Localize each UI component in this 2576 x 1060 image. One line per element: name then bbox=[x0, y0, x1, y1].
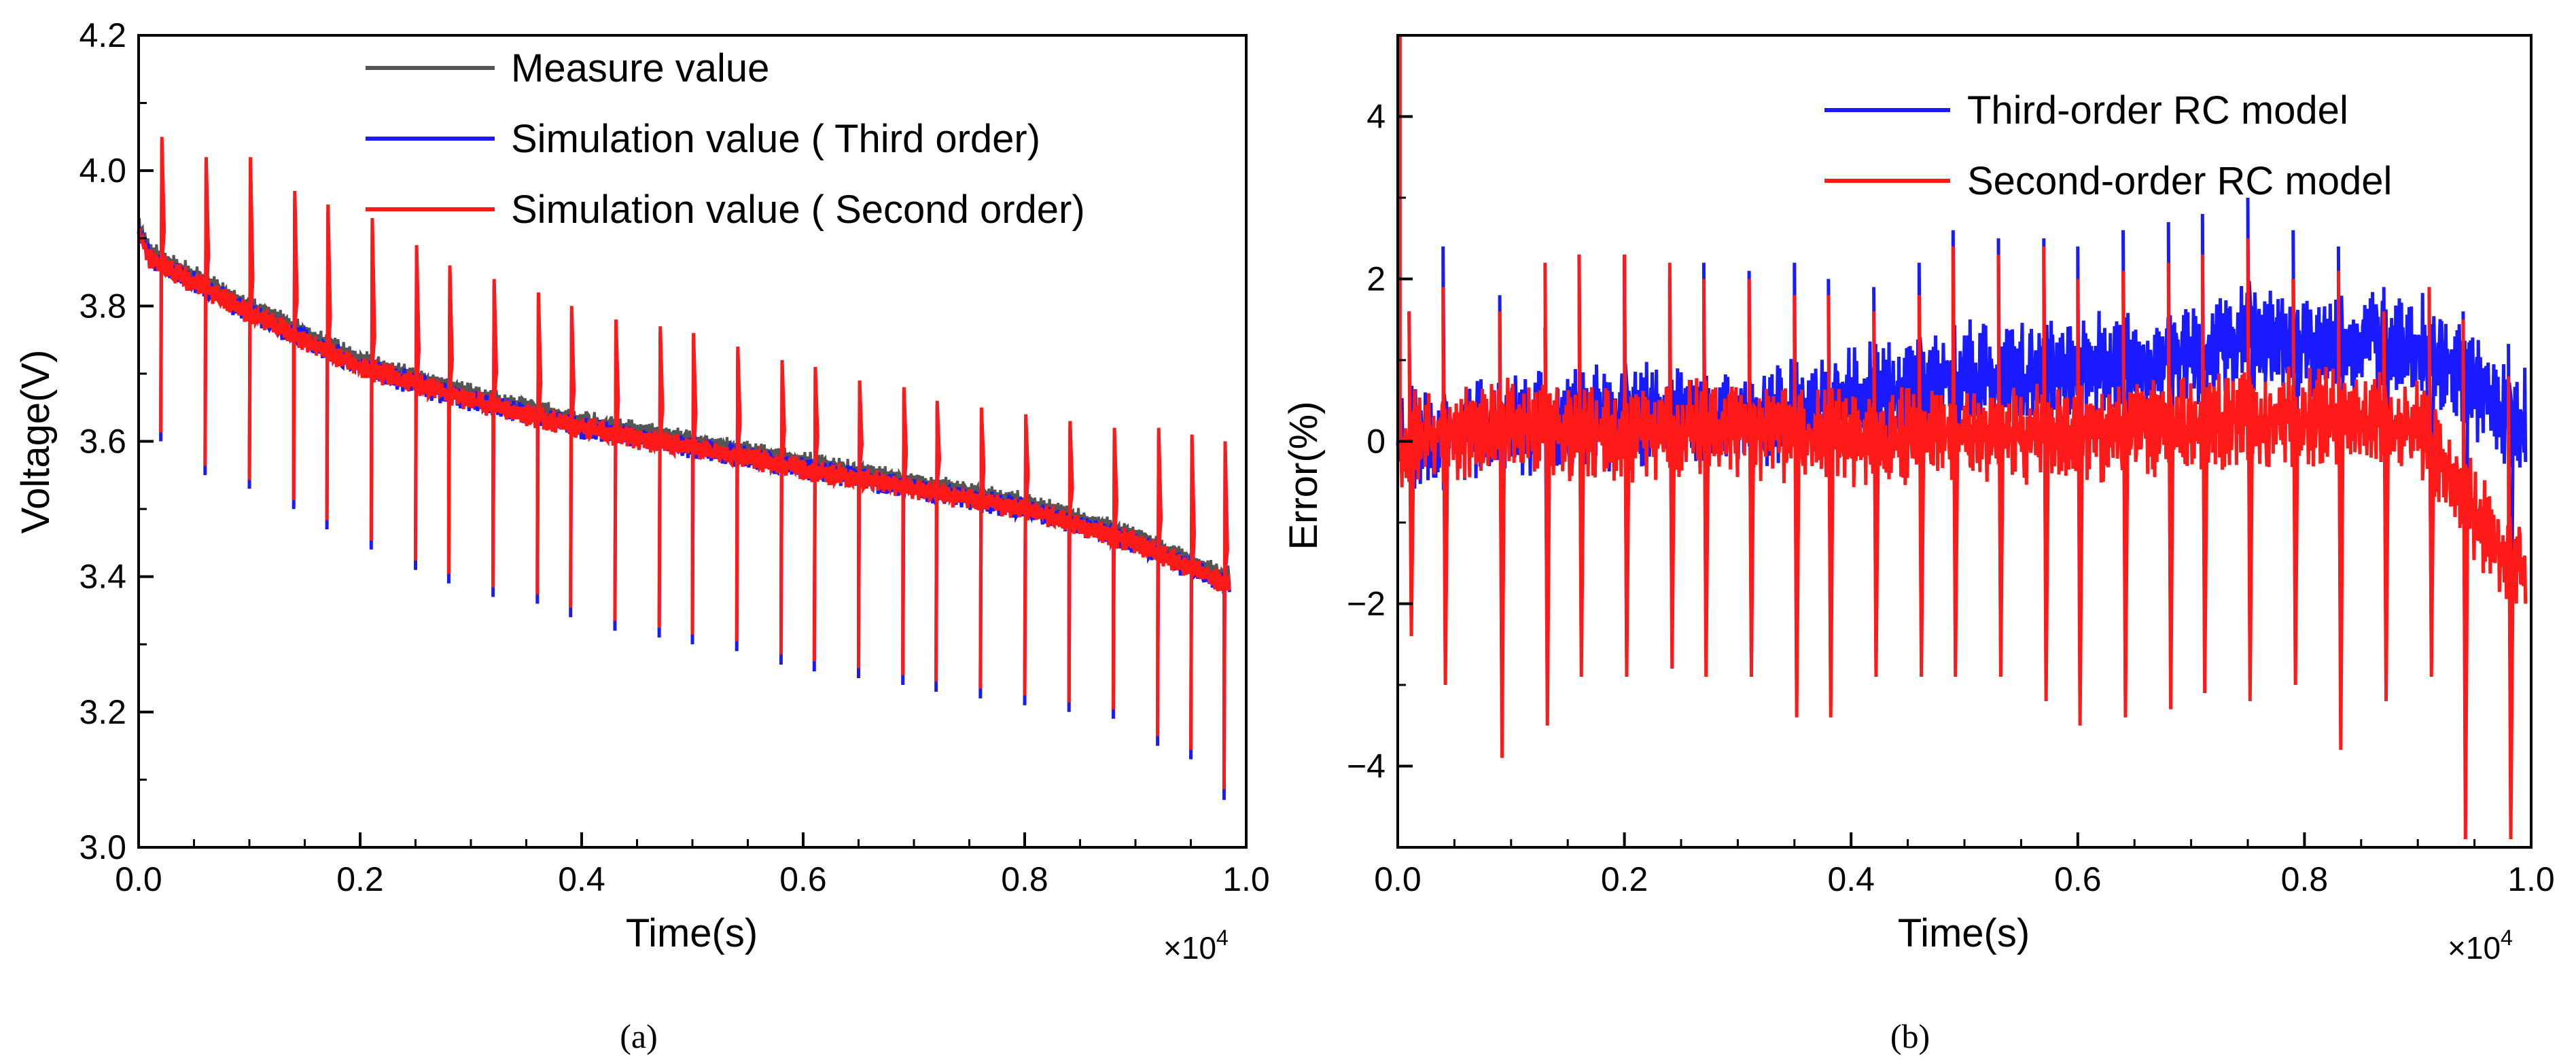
legend-label-third-order: Simulation value ( Third order) bbox=[511, 117, 1040, 161]
y-tick-label: 3.6 bbox=[79, 423, 126, 461]
panel-a-ylabel: Voltage(V) bbox=[14, 350, 58, 534]
x-tick-label: 1.0 bbox=[2507, 860, 2555, 898]
panel-b-xlabel: Time(s) bbox=[1898, 911, 2030, 955]
panel-b-x-multiplier-exp: 4 bbox=[2501, 925, 2513, 950]
panel-b-ylabel: Error(%) bbox=[1282, 401, 1326, 550]
series-line-third-order bbox=[137, 143, 1231, 800]
x-tick-label: 1.0 bbox=[1222, 860, 1270, 898]
panel-b-x-multiplier-base: ×10 bbox=[2448, 930, 2501, 966]
panel-a-legend: Measure value Simulation value ( Third o… bbox=[366, 46, 1085, 232]
x-tick-label: 0.8 bbox=[1001, 860, 1048, 898]
panel-b-caption: (b) bbox=[1890, 1017, 1930, 1055]
y-tick-label: 3.2 bbox=[79, 693, 126, 731]
panel-b-legend: Third-order RC model Second-order RC mod… bbox=[1824, 88, 2392, 203]
panel-b-x-multiplier: ×104 bbox=[2448, 925, 2513, 966]
panel-a-caption: (a) bbox=[620, 1017, 658, 1055]
y-tick-label: 4 bbox=[1366, 98, 1386, 136]
legend-label-measure: Measure value bbox=[511, 46, 769, 90]
panel-a-series-lines bbox=[137, 137, 1231, 800]
panel-a-x-multiplier: ×104 bbox=[1163, 925, 1229, 966]
y-tick-label: 3.0 bbox=[79, 828, 126, 866]
y-tick-label: 4.0 bbox=[79, 152, 126, 190]
panel-b: 0.0 0.2 0.4 0.6 0.8 1.0 −4 −2 0 2 4 Error(%) Time(… bbox=[1282, 34, 2555, 1055]
legend-label-third-order-rc: Third-order RC model bbox=[1967, 88, 2348, 132]
x-tick-label: 0.6 bbox=[779, 860, 827, 898]
y-tick-label: 4.2 bbox=[79, 16, 126, 54]
panel-a-ticks: 0.0 0.2 0.4 0.6 0.8 1.0 3.0 3.2 3.4 3.6 3.8 4.0 4.2 bbox=[79, 16, 1269, 898]
y-tick-label: 2 bbox=[1366, 260, 1386, 298]
panel-a-x-multiplier-exp: 4 bbox=[1216, 925, 1229, 950]
legend-label-second-order: Simulation value ( Second order) bbox=[511, 188, 1085, 232]
panel-a: 0.0 0.2 0.4 0.6 0.8 1.03.03.23.43.63.84.04.2 … bbox=[14, 16, 1270, 1055]
series-line-second-order bbox=[137, 137, 1231, 790]
x-tick-label: 0.4 bbox=[1827, 860, 1875, 898]
panel-b-ticks: 0.0 0.2 0.4 0.6 0.8 1.0 −4 −2 0 2 4 bbox=[1347, 98, 2555, 899]
x-tick-label: 0.2 bbox=[1601, 860, 1648, 898]
panel-a-x-multiplier-base: ×10 bbox=[1163, 930, 1216, 966]
x-tick-label: 0.0 bbox=[1374, 860, 1422, 898]
x-tick-label: 0.4 bbox=[558, 860, 605, 898]
y-tick-label: −4 bbox=[1347, 747, 1386, 785]
y-tick-label: 0 bbox=[1366, 423, 1386, 461]
x-tick-label: 0.0 bbox=[115, 860, 162, 898]
y-tick-label: 3.8 bbox=[79, 287, 126, 325]
x-tick-label: 0.6 bbox=[2054, 860, 2102, 898]
series-line-measure bbox=[137, 155, 1231, 783]
panel-a-xlabel: Time(s) bbox=[626, 911, 758, 955]
series-line-second-order-rc bbox=[1396, 238, 2528, 840]
y-tick-label: −2 bbox=[1347, 585, 1386, 623]
x-tick-label: 0.8 bbox=[2281, 860, 2329, 898]
panel-b-series-lines bbox=[1396, 35, 2528, 840]
series-line-third-order-rc bbox=[1396, 197, 2528, 808]
y-tick-label: 3.4 bbox=[79, 558, 126, 596]
x-tick-label: 0.2 bbox=[336, 860, 384, 898]
legend-label-second-order-rc: Second-order RC model bbox=[1967, 159, 2392, 203]
